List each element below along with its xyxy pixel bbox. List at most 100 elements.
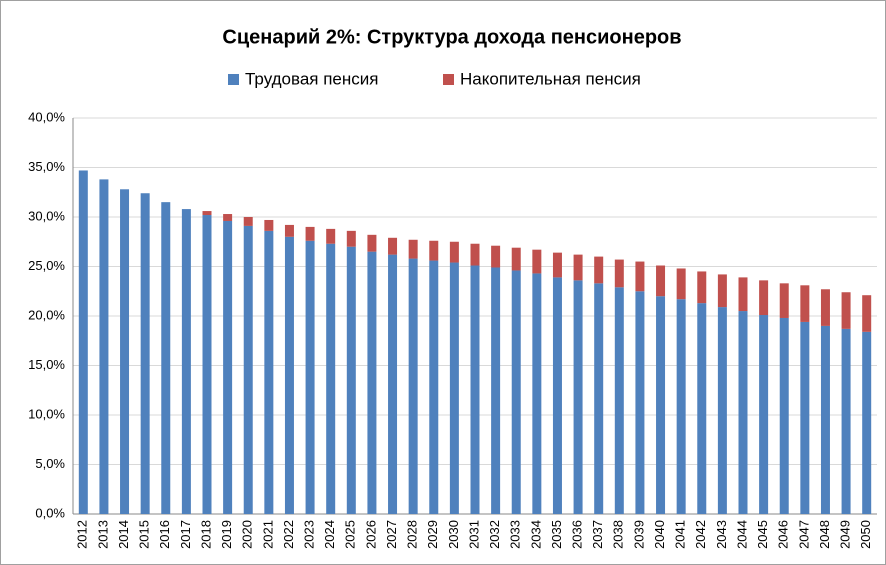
- x-tick-label: 2019: [219, 520, 234, 549]
- x-tick-label: 2017: [178, 520, 193, 549]
- legend-label: Накопительная пенсия: [460, 69, 641, 88]
- chart-title: Сценарий 2%: Структура дохода пенсионеро…: [222, 26, 681, 48]
- x-tick-label: 2031: [466, 520, 481, 549]
- bar-segment: [326, 243, 336, 515]
- y-tick-label: 30,0%: [28, 208, 65, 223]
- legend-swatch: [443, 74, 454, 85]
- bar-segment: [305, 240, 315, 514]
- bar-segment: [841, 292, 851, 329]
- bar-segment: [491, 245, 501, 268]
- bar-segment: [573, 254, 583, 281]
- bar-segment: [697, 303, 707, 514]
- bar-segment: [388, 254, 398, 514]
- bar-segment: [614, 287, 624, 514]
- bar-segment: [614, 259, 624, 288]
- x-tick-label: 2020: [240, 520, 255, 549]
- bar-segment: [284, 224, 294, 237]
- bar-segment: [594, 256, 604, 284]
- x-tick-label: 2026: [363, 520, 378, 549]
- bar-segment: [800, 321, 810, 514]
- x-tick-label: 2018: [198, 520, 213, 549]
- x-tick-label: 2045: [755, 520, 770, 549]
- bar-segment: [676, 268, 686, 300]
- bar-segment: [820, 325, 830, 514]
- y-tick-label: 5,0%: [35, 456, 65, 471]
- x-tick-label: 2048: [817, 520, 832, 549]
- x-tick-label: 2037: [590, 520, 605, 549]
- bar-segment: [429, 240, 439, 261]
- bar-segment: [202, 211, 212, 216]
- bar-segment: [573, 280, 583, 514]
- bar-segment: [676, 299, 686, 514]
- x-tick-label: 2049: [838, 520, 853, 549]
- x-tick-label: 2021: [260, 520, 275, 549]
- x-tick-label: 2022: [281, 520, 296, 549]
- bar-segment: [552, 252, 562, 278]
- x-tick-label: 2043: [714, 520, 729, 549]
- x-tick-label: 2050: [858, 520, 873, 549]
- bar-segment: [223, 214, 233, 221]
- x-tick-label: 2044: [734, 520, 749, 549]
- bar-segment: [346, 230, 356, 247]
- x-tick-label: 2014: [116, 520, 131, 549]
- x-tick-label: 2024: [322, 520, 337, 549]
- bar-segment: [738, 311, 748, 514]
- bar-segment: [656, 265, 666, 297]
- bar-segment: [367, 251, 377, 514]
- bar-segment: [717, 307, 727, 514]
- bar-segment: [491, 267, 501, 514]
- legend-label: Трудовая пенсия: [245, 69, 378, 88]
- bar-segment: [532, 249, 542, 274]
- bar-segment: [738, 277, 748, 312]
- bar-segment: [326, 228, 336, 244]
- bar-segment: [697, 271, 707, 304]
- x-tick-label: 2034: [528, 520, 543, 549]
- bar-segment: [511, 247, 521, 271]
- bar-segment: [408, 258, 418, 514]
- bar-segment: [305, 226, 315, 241]
- bar-segment: [779, 317, 789, 514]
- bar-segment: [223, 220, 233, 514]
- bar-segment: [635, 291, 645, 514]
- x-tick-label: 2025: [343, 520, 358, 549]
- bar-segment: [532, 273, 542, 514]
- x-tick-label: 2028: [405, 520, 420, 549]
- bar-segment: [284, 236, 294, 515]
- bar-segment: [449, 262, 459, 514]
- bar-segment: [449, 241, 459, 263]
- bar-segment: [429, 260, 439, 514]
- bar-segment: [264, 219, 274, 231]
- x-tick-label: 2035: [549, 520, 564, 549]
- bar-segment: [202, 215, 212, 514]
- bar-segment: [800, 285, 810, 322]
- bar-segment: [779, 283, 789, 318]
- x-tick-label: 2038: [611, 520, 626, 549]
- bar-segment: [161, 202, 171, 514]
- y-tick-label: 0,0%: [35, 505, 65, 520]
- bar-segment: [264, 230, 274, 515]
- bar-segment: [552, 277, 562, 514]
- bar-segment: [511, 270, 521, 514]
- bar-segment: [862, 331, 872, 514]
- y-tick-label: 35,0%: [28, 159, 65, 174]
- bar-segment: [717, 274, 727, 308]
- bar-segment: [120, 189, 130, 514]
- x-tick-label: 2036: [570, 520, 585, 549]
- bar-segment: [759, 280, 769, 316]
- bar-segment: [841, 328, 851, 514]
- x-tick-label: 2032: [487, 520, 502, 549]
- bar-segment: [346, 246, 356, 514]
- bar-segment: [408, 239, 418, 259]
- bar-segment: [243, 225, 253, 514]
- x-tick-label: 2041: [673, 520, 688, 549]
- x-tick-label: 2015: [137, 520, 152, 549]
- x-tick-label: 2012: [75, 520, 90, 549]
- bar-segment: [243, 217, 253, 226]
- x-tick-label: 2042: [693, 520, 708, 549]
- bar-segment: [635, 261, 645, 292]
- y-tick-label: 40,0%: [28, 109, 65, 124]
- bar-segment: [656, 296, 666, 514]
- x-tick-label: 2039: [631, 520, 646, 549]
